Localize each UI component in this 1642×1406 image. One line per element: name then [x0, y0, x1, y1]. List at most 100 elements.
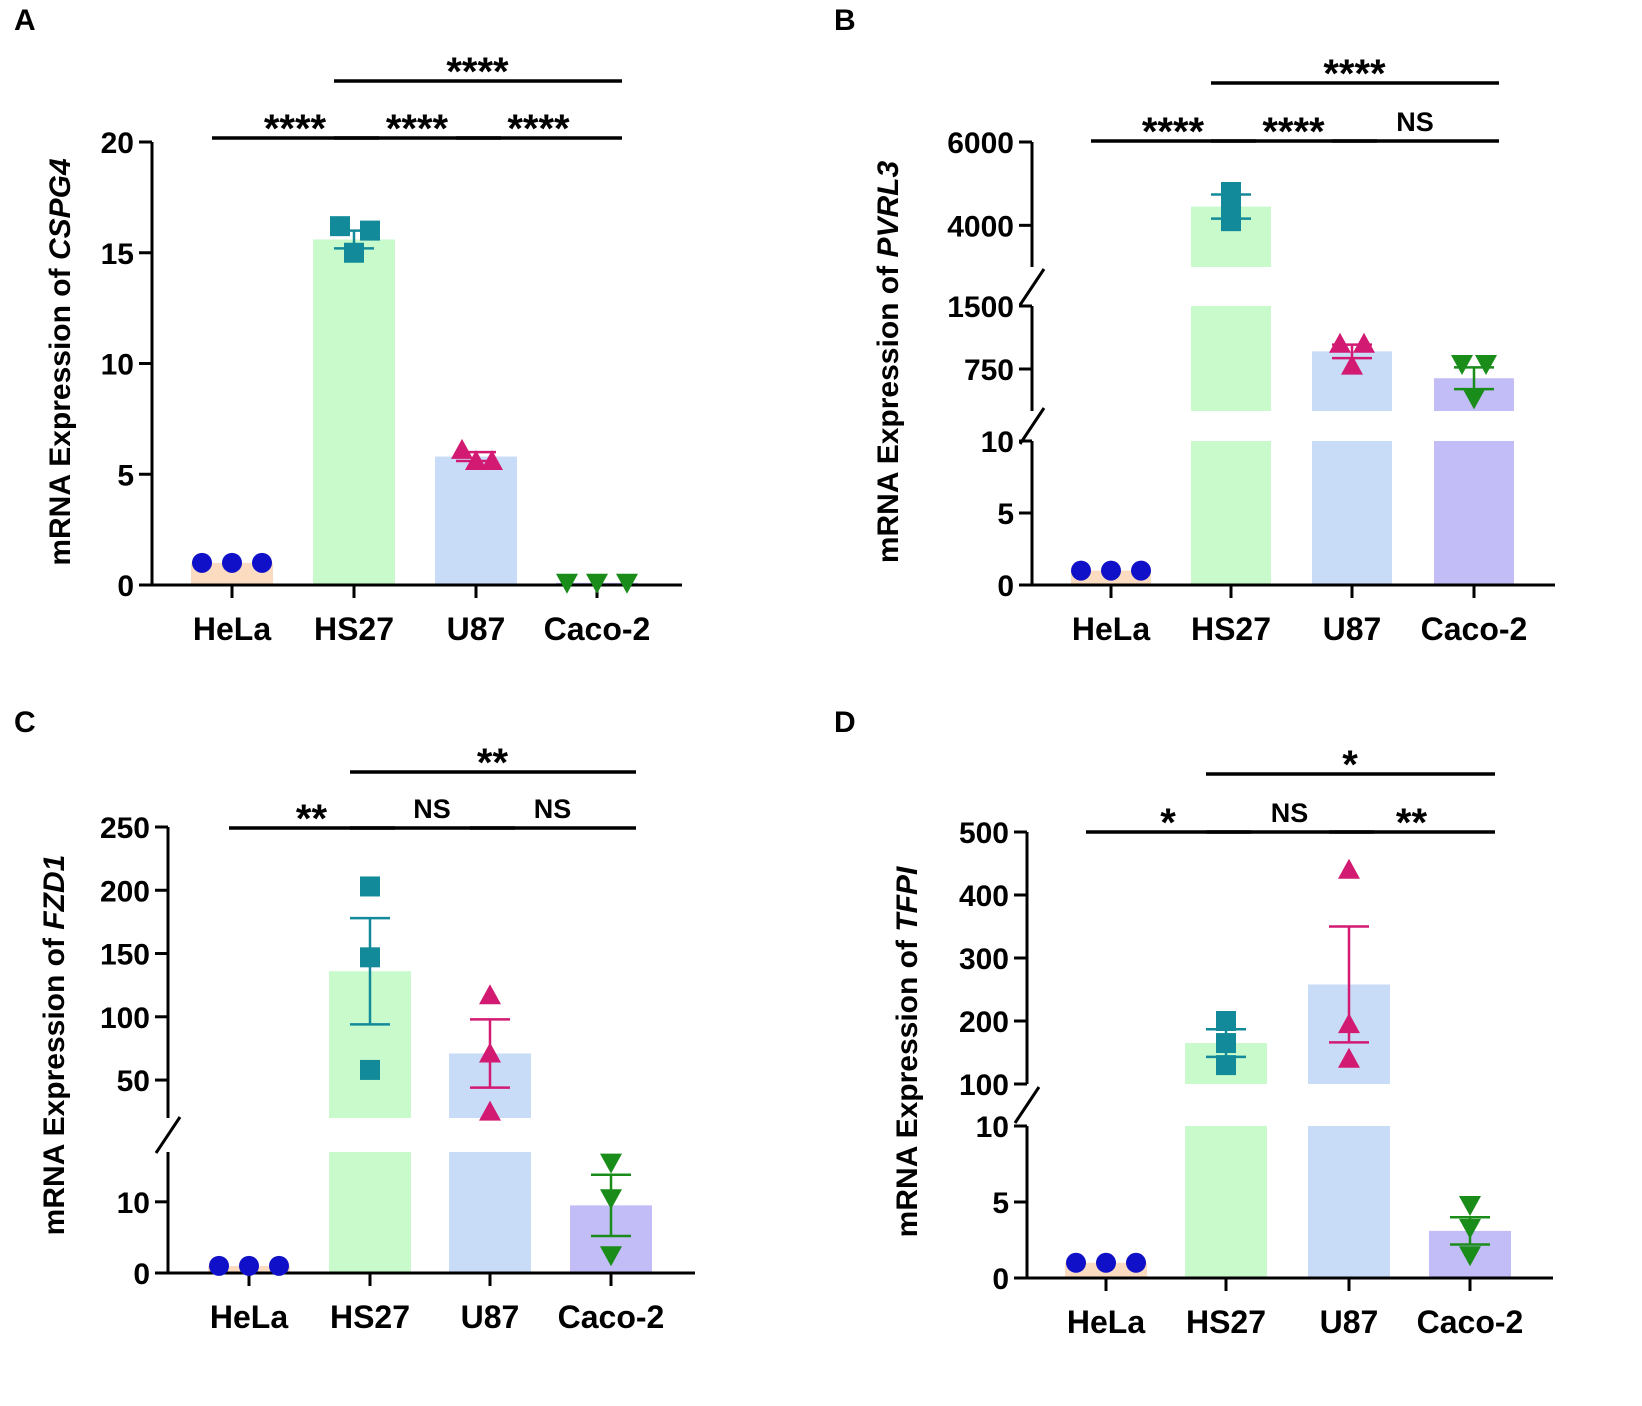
- x-tick-label-hela: HeLa: [193, 611, 271, 647]
- y-axis-label: mRNA Expression of CSPG4: [44, 158, 77, 566]
- x-tick-label-caco-2: Caco-2: [1417, 1304, 1524, 1340]
- data-point-u87: [465, 449, 487, 470]
- y-axis-label: mRNA Expression of FZD1: [38, 855, 71, 1236]
- y-tick-label: 20: [101, 127, 134, 160]
- y-tick-label: 5: [997, 498, 1014, 531]
- y-tick-label: 0: [133, 1258, 150, 1291]
- bar-hs27: [1191, 306, 1271, 411]
- data-point-hela: [1096, 1252, 1116, 1273]
- significance-label-stars: ****: [264, 107, 327, 151]
- bar-u87: [1308, 1126, 1390, 1278]
- y-tick-label: 250: [100, 812, 150, 845]
- data-point-caco-2: [556, 573, 578, 594]
- data-point-hs27: [360, 220, 380, 241]
- data-point-u87: [481, 449, 503, 470]
- y-tick-label: 10: [101, 349, 134, 382]
- axis-break-mark: [1013, 1086, 1041, 1124]
- significance-label-stars: ****: [1142, 110, 1205, 154]
- y-tick-label: 0: [117, 570, 134, 603]
- significance-label-ns: NS: [534, 794, 572, 824]
- data-point-caco-2: [600, 1153, 622, 1174]
- data-point-caco-2: [1459, 1196, 1481, 1217]
- bar-hs27: [329, 1152, 411, 1273]
- data-point-caco-2: [1451, 354, 1473, 375]
- data-point-caco-2: [616, 573, 638, 594]
- x-tick-label-hs27: HS27: [314, 611, 394, 647]
- panel-letter: C: [14, 706, 36, 739]
- data-point-hs27: [1216, 1011, 1236, 1031]
- x-tick-label-hela: HeLa: [1072, 611, 1150, 647]
- significance-label-ns: NS: [413, 794, 451, 824]
- significance-label-stars: **: [296, 797, 328, 841]
- data-point-hela: [209, 1255, 229, 1276]
- significance-label-stars: ****: [1323, 52, 1386, 96]
- data-point-hs27: [360, 876, 380, 897]
- y-tick-label: 15: [101, 238, 134, 271]
- y-tick-label: 300: [959, 943, 1009, 976]
- data-point-hela: [1071, 560, 1091, 581]
- panel-b-pvrl3-chart: B 0 5 10 750 1500 4000 6000 HeLa HS27 U87 Caco-2 ***…: [834, 4, 1555, 647]
- y-tick-label: 100: [959, 1069, 1009, 1102]
- y-tick-label: 5: [117, 459, 134, 492]
- y-axis-label-prefix: mRNA Expression of: [891, 932, 924, 1238]
- y-tick-label: 100: [100, 1002, 150, 1035]
- bar-u87: [1312, 441, 1392, 585]
- y-axis-label-gene: CSPG4: [44, 158, 77, 260]
- data-point-caco-2: [600, 1189, 622, 1210]
- x-tick-label-u87: U87: [1323, 611, 1382, 647]
- significance-label-stars: **: [477, 741, 509, 785]
- significance-label-ns: NS: [1271, 798, 1309, 828]
- x-tick-label-u87: U87: [461, 1299, 520, 1335]
- x-tick-label-hela: HeLa: [210, 1299, 288, 1335]
- y-tick-label: 4000: [947, 210, 1014, 243]
- bar-hs27: [1191, 441, 1271, 585]
- data-point-hs27: [360, 947, 380, 968]
- data-point-hs27: [1221, 211, 1241, 232]
- data-point-u87: [1353, 332, 1375, 353]
- data-point-hela: [1066, 1252, 1086, 1273]
- x-tick-label-hs27: HS27: [1191, 611, 1271, 647]
- bar-hs27: [313, 239, 395, 585]
- data-point-u87: [479, 1042, 501, 1063]
- y-axis-label: mRNA Expression of TFPI: [891, 866, 924, 1237]
- panel-a-cspg4-chart: A 0 5 10 15 20 HeLa HS27 U87 Caco-2 **** **** **** **…: [14, 4, 682, 647]
- data-point-u87: [1338, 1013, 1360, 1034]
- panel-letter: A: [14, 4, 36, 37]
- data-point-hs27: [344, 242, 364, 263]
- data-point-u87: [1341, 354, 1363, 375]
- significance-label-stars: **: [1396, 801, 1428, 845]
- data-point-u87: [451, 438, 473, 459]
- data-point-hela: [1131, 560, 1151, 581]
- data-point-hela: [1101, 560, 1121, 581]
- y-tick-label: 200: [959, 1006, 1009, 1039]
- x-tick-label-hela: HeLa: [1067, 1304, 1145, 1340]
- y-tick-label: 1500: [947, 291, 1014, 324]
- data-point-hela: [222, 552, 242, 573]
- x-tick-label-u87: U87: [447, 611, 506, 647]
- data-point-hela: [192, 552, 212, 573]
- y-tick-label: 0: [997, 570, 1014, 603]
- y-axis-label-prefix: mRNA Expression of: [872, 258, 905, 564]
- y-axis-label-prefix: mRNA Expression of: [38, 930, 71, 1236]
- data-point-u87: [1338, 1047, 1360, 1068]
- y-axis-label-prefix: mRNA Expression of: [44, 260, 77, 566]
- y-tick-label: 50: [117, 1065, 150, 1098]
- panel-d-tfpi-chart: D 0 5 10 100 200 300 400 500 HeLa HS27 U87 Caco-2 * NS…: [834, 706, 1553, 1340]
- y-tick-label: 500: [959, 817, 1009, 850]
- significance-label-stars: ****: [507, 107, 570, 151]
- y-tick-label: 400: [959, 880, 1009, 913]
- x-tick-label-u87: U87: [1320, 1304, 1379, 1340]
- data-point-caco-2: [1459, 1218, 1481, 1239]
- axis-break-mark: [1018, 407, 1046, 445]
- data-point-caco-2: [586, 573, 608, 594]
- y-tick-label: 5: [992, 1187, 1009, 1220]
- bar-caco-2: [1434, 441, 1514, 585]
- significance-label-stars: ****: [386, 107, 449, 151]
- data-point-caco-2: [1475, 354, 1497, 375]
- y-tick-label: 0: [992, 1263, 1009, 1296]
- data-point-caco-2: [600, 1246, 622, 1267]
- significance-label-stars: ****: [1262, 110, 1325, 154]
- y-tick-label: 10: [981, 426, 1014, 459]
- data-point-hs27: [360, 1059, 380, 1080]
